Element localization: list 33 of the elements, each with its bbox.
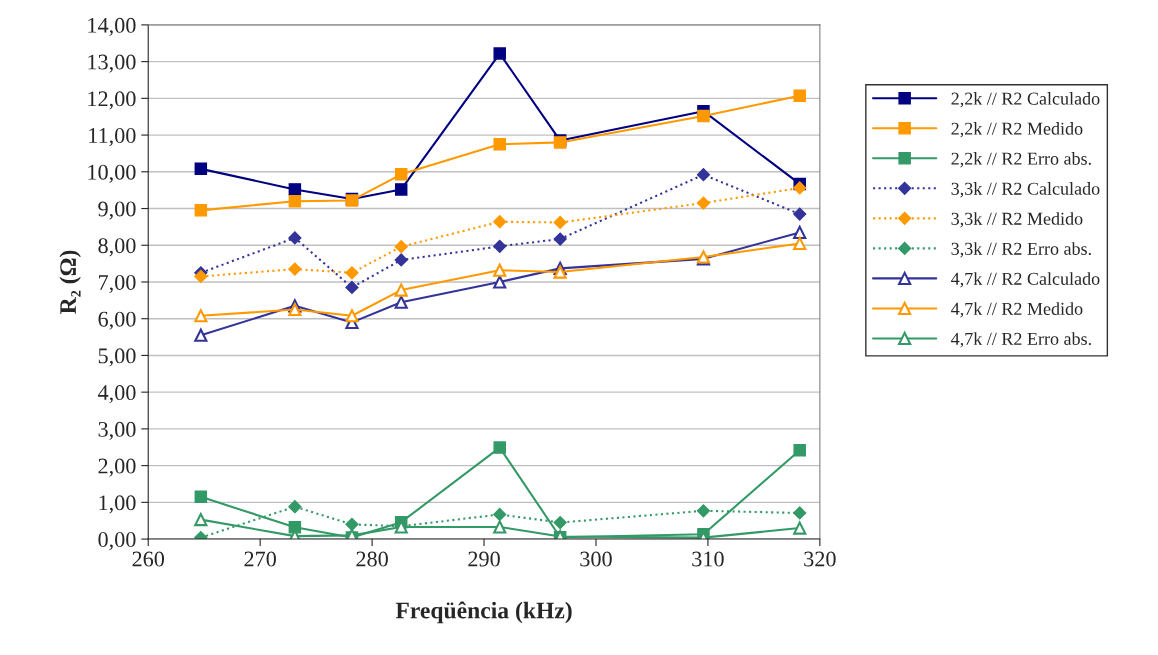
y-tick-label: 11,00 — [89, 128, 136, 147]
y-tick-label: 10,00 — [88, 164, 136, 183]
y-tick-label: 8,00 — [98, 238, 136, 257]
x-tick-label: 320 — [804, 551, 836, 567]
y-tick-label: 13,00 — [88, 54, 136, 73]
x-tick-label: 280 — [356, 551, 388, 567]
x-axis-title: Freqüência (kHz) — [395, 601, 572, 624]
x-tick-label: 260 — [132, 551, 165, 567]
y-tick-label: 14,00 — [88, 17, 136, 37]
legend-label: 3,3k // R2 Calculado — [951, 182, 1100, 198]
x-tick-label: 290 — [468, 551, 500, 567]
y-tick-label: 12,00 — [88, 91, 136, 110]
y-tick-label: 4,00 — [97, 385, 136, 404]
legend-label: 4,7k // R2 Erro abs. — [951, 332, 1091, 348]
legend-label: 2,2k // R2 Erro abs. — [951, 152, 1091, 168]
y-tick-label: 5,00 — [98, 348, 136, 367]
y-axis-title: R₂ (Ω) — [59, 250, 81, 314]
y-tick-label: 3,00 — [98, 421, 136, 441]
x-tick-label: 270 — [244, 551, 276, 567]
legend-label: 3,3k // R2 Erro abs. — [951, 242, 1091, 258]
legend-label: 3,3k // R2 Medido — [951, 212, 1083, 228]
y-tick-label: 6,00 — [98, 311, 136, 330]
x-tick-label: 300 — [580, 551, 612, 567]
legend-label: 2,2k // R2 Calculado — [951, 92, 1100, 108]
y-tick-label: 9,00 — [98, 201, 136, 220]
legend-label: 4,7k // R2 Calculado — [951, 272, 1100, 288]
y-tick-label: 1,00 — [99, 495, 136, 514]
x-tick-label: 310 — [692, 551, 724, 567]
y-tick-label: 0,00 — [98, 532, 136, 551]
legend-label: 4,7k // R2 Medido — [951, 302, 1083, 318]
y-tick-label: 7,00 — [98, 274, 136, 294]
legend-label: 2,2k // R2 Medido — [951, 122, 1083, 138]
y-tick-label: 2,00 — [98, 458, 136, 477]
